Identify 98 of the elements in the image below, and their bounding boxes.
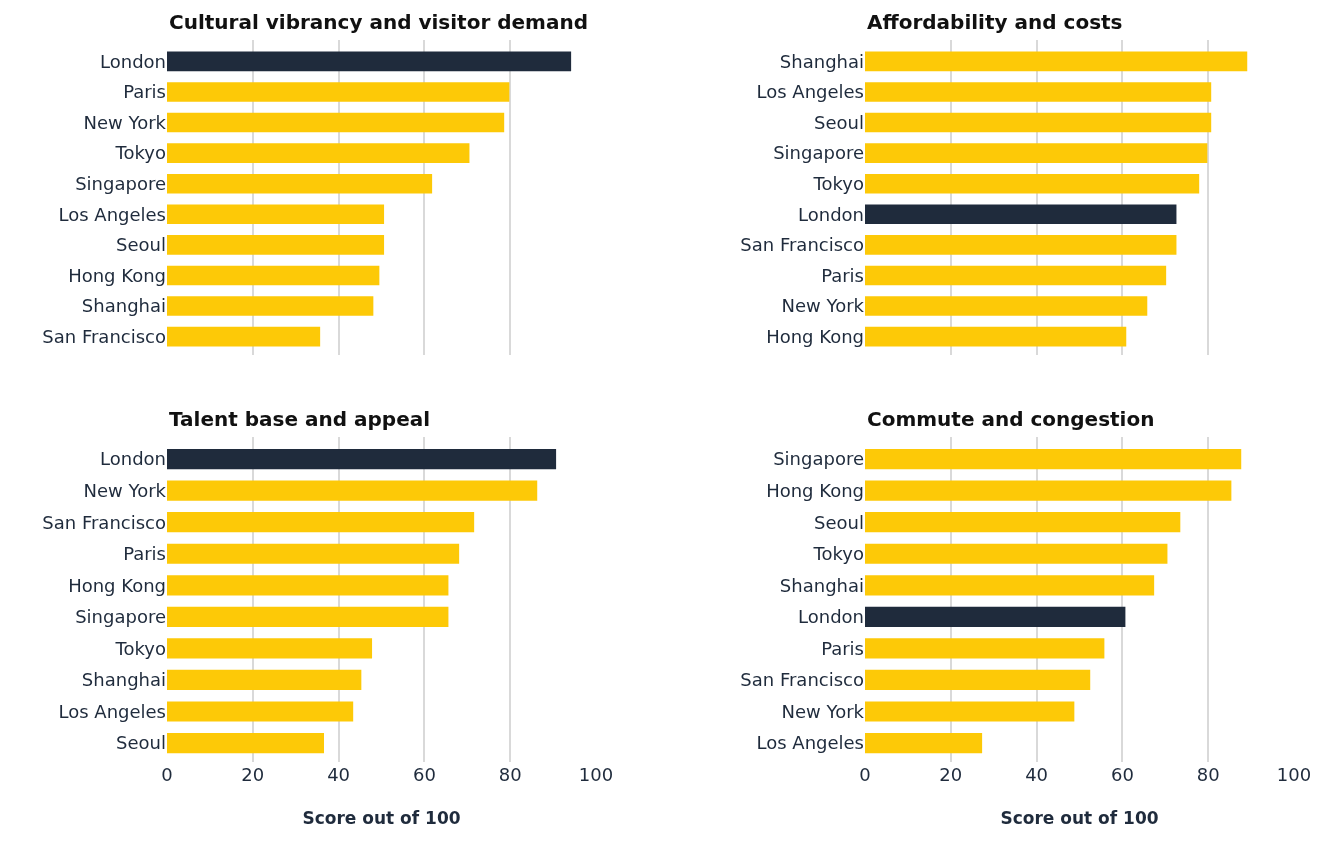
bar bbox=[865, 82, 1212, 102]
chart-title: Cultural vibrancy and visitor demand bbox=[169, 10, 588, 34]
bar bbox=[167, 296, 374, 316]
y-tick-label: San Francisco bbox=[740, 669, 864, 691]
x-tick-label: 60 bbox=[412, 764, 436, 785]
bar bbox=[865, 575, 1155, 596]
y-tick-label: Hong Kong bbox=[766, 479, 864, 501]
bar bbox=[167, 732, 325, 754]
bar bbox=[865, 543, 1168, 564]
y-tick-label: Seoul bbox=[814, 111, 864, 133]
bar bbox=[167, 669, 362, 691]
y-tick-label: Hong Kong bbox=[68, 574, 166, 596]
y-tick-label: Shanghai bbox=[779, 50, 864, 72]
bar bbox=[865, 204, 1177, 225]
y-tick-label: Tokyo bbox=[812, 173, 864, 195]
y-tick-label: Paris bbox=[821, 637, 864, 659]
x-tick-label: 80 bbox=[498, 764, 522, 785]
y-tick-label: Shanghai bbox=[779, 574, 864, 596]
bar bbox=[865, 235, 1177, 255]
x-tick-label: 40 bbox=[1025, 764, 1049, 785]
y-tick-label: New York bbox=[83, 111, 167, 133]
bar bbox=[865, 51, 1248, 72]
bar bbox=[865, 112, 1212, 133]
y-tick-label: Paris bbox=[123, 81, 166, 103]
y-tick-label: Singapore bbox=[75, 173, 166, 195]
bar bbox=[167, 235, 385, 255]
bar bbox=[167, 173, 433, 194]
bar bbox=[865, 448, 1242, 470]
y-tick-label: London bbox=[798, 203, 864, 225]
bar bbox=[167, 606, 449, 627]
bar bbox=[167, 82, 510, 102]
bar bbox=[167, 143, 470, 163]
y-tick-label: Hong Kong bbox=[68, 264, 166, 286]
bar bbox=[167, 204, 385, 225]
x-tick-label: 40 bbox=[327, 764, 351, 785]
y-tick-label: New York bbox=[781, 700, 865, 722]
bar bbox=[865, 638, 1105, 659]
y-tick-label: New York bbox=[781, 295, 865, 317]
y-tick-label: San Francisco bbox=[42, 511, 166, 533]
bar bbox=[865, 512, 1181, 533]
x-tick-label: 20 bbox=[939, 764, 963, 785]
y-tick-label: Singapore bbox=[773, 448, 864, 470]
y-tick-label: Singapore bbox=[75, 606, 166, 628]
y-tick-label: London bbox=[100, 448, 166, 470]
y-tick-label: Tokyo bbox=[114, 142, 166, 164]
bar bbox=[865, 296, 1148, 316]
bar bbox=[865, 173, 1200, 194]
bar bbox=[865, 265, 1167, 286]
x-tick-label: 20 bbox=[241, 764, 265, 785]
bar bbox=[167, 326, 321, 347]
y-tick-label: New York bbox=[83, 479, 167, 501]
y-tick-label: Shanghai bbox=[81, 295, 166, 317]
bar bbox=[167, 543, 460, 564]
x-axis-title: Score out of 100 bbox=[1000, 808, 1159, 829]
bar bbox=[167, 265, 380, 286]
x-tick-label: 0 bbox=[161, 764, 173, 785]
bar bbox=[865, 701, 1075, 722]
bar bbox=[865, 669, 1091, 691]
bar bbox=[167, 51, 572, 72]
y-tick-label: Paris bbox=[123, 543, 166, 565]
bar bbox=[167, 112, 505, 133]
bar bbox=[167, 638, 373, 659]
y-tick-label: San Francisco bbox=[42, 325, 166, 347]
y-tick-label: London bbox=[100, 50, 166, 72]
bar bbox=[865, 606, 1126, 627]
bar bbox=[865, 326, 1127, 347]
x-tick-label: 80 bbox=[1196, 764, 1220, 785]
y-tick-label: Seoul bbox=[116, 732, 166, 754]
y-tick-label: Shanghai bbox=[81, 669, 166, 691]
chart-title: Affordability and costs bbox=[867, 10, 1123, 34]
chart-title: Commute and congestion bbox=[867, 407, 1155, 431]
chart-title: Talent base and appeal bbox=[169, 407, 431, 431]
bar bbox=[865, 143, 1208, 163]
y-tick-label: Seoul bbox=[814, 511, 864, 533]
bar bbox=[167, 512, 475, 533]
x-tick-label: 60 bbox=[1110, 764, 1134, 785]
bar bbox=[865, 480, 1232, 501]
y-tick-label: Los Angeles bbox=[756, 81, 864, 103]
x-tick-label: 100 bbox=[578, 764, 614, 785]
bar bbox=[865, 732, 983, 754]
y-tick-label: Los Angeles bbox=[58, 700, 166, 722]
y-tick-label: London bbox=[798, 606, 864, 628]
x-axis-title: Score out of 100 bbox=[302, 808, 461, 829]
y-tick-label: Tokyo bbox=[114, 637, 166, 659]
bar bbox=[167, 480, 538, 501]
bar bbox=[167, 701, 354, 722]
x-tick-label: 0 bbox=[859, 764, 871, 785]
y-tick-label: Paris bbox=[821, 264, 864, 286]
y-tick-label: Los Angeles bbox=[58, 203, 166, 225]
y-tick-label: Singapore bbox=[773, 142, 864, 164]
y-tick-label: Tokyo bbox=[812, 543, 864, 565]
y-tick-label: Seoul bbox=[116, 234, 166, 256]
x-tick-label: 100 bbox=[1276, 764, 1312, 785]
y-tick-label: Hong Kong bbox=[766, 325, 864, 347]
y-tick-label: Los Angeles bbox=[756, 732, 864, 754]
bar bbox=[167, 448, 557, 470]
y-tick-label: San Francisco bbox=[740, 234, 864, 256]
bar bbox=[167, 575, 449, 596]
